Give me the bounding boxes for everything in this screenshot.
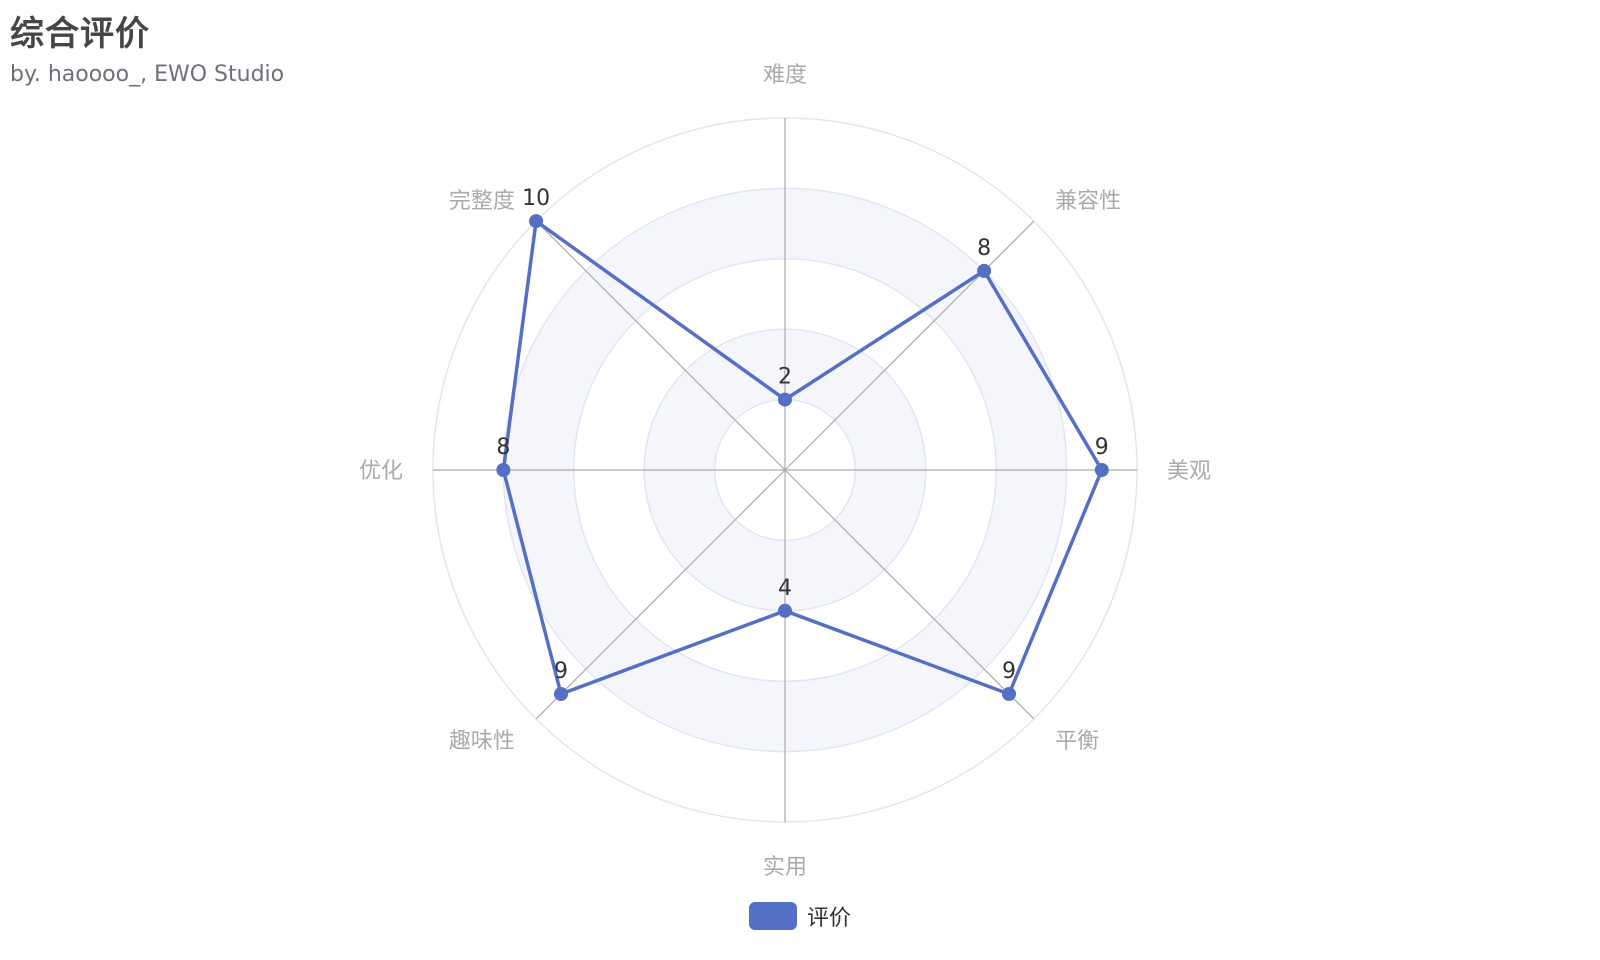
data-point — [778, 603, 792, 618]
chart-title: 综合评价 — [10, 14, 150, 54]
data-label: 10 — [522, 186, 550, 211]
axis-line — [535, 220, 786, 471]
data-label: 2 — [778, 365, 792, 390]
data-label: 8 — [496, 435, 510, 460]
data-point — [553, 687, 568, 702]
indicator-label: 趣味性 — [449, 729, 515, 754]
legend[interactable]: 评价 — [0, 900, 1600, 932]
indicator-label: 兼容性 — [1055, 189, 1121, 214]
data-point — [977, 263, 992, 278]
indicator-label: 难度 — [763, 63, 807, 88]
data-label: 4 — [778, 576, 792, 601]
axis-line — [535, 469, 786, 720]
indicator-label: 平衡 — [1055, 729, 1099, 754]
indicator-label: 美观 — [1167, 459, 1211, 484]
legend-label[interactable]: 评价 — [806, 906, 851, 931]
indicator-label: 实用 — [763, 855, 807, 880]
axis-line — [784, 469, 1035, 720]
data-point — [1094, 463, 1109, 477]
data-label: 9 — [1002, 659, 1016, 684]
indicator-label: 优化 — [359, 459, 403, 484]
chart-subtitle: by. haoooo_, EWO Studio — [10, 62, 285, 87]
data-label: 9 — [554, 659, 568, 684]
data-point — [496, 463, 511, 477]
data-point — [529, 214, 544, 229]
data-label: 8 — [977, 236, 991, 261]
data-label: 9 — [1095, 435, 1109, 460]
data-point — [778, 392, 792, 407]
indicator-label: 完整度 — [449, 189, 515, 214]
legend-swatch[interactable] — [748, 902, 797, 930]
axis-line — [784, 220, 1035, 471]
data-point — [1002, 687, 1017, 702]
